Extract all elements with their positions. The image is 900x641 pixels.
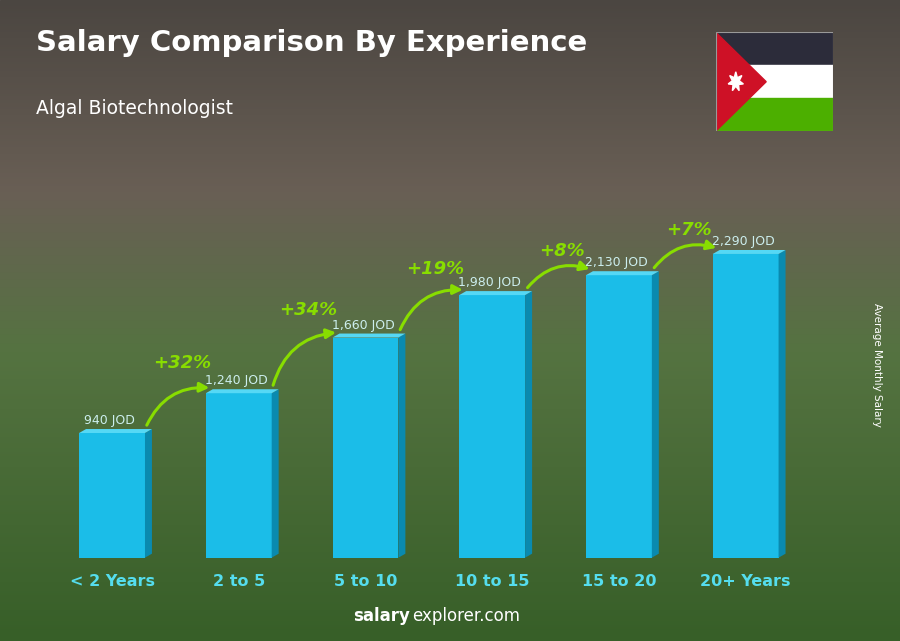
Polygon shape (652, 271, 659, 558)
Polygon shape (525, 291, 532, 558)
Text: +8%: +8% (539, 242, 585, 260)
Text: +32%: +32% (153, 354, 211, 372)
Polygon shape (713, 254, 778, 558)
Polygon shape (399, 333, 405, 558)
Text: 1,980 JOD: 1,980 JOD (458, 276, 521, 289)
Text: Algal Biotechnologist: Algal Biotechnologist (36, 99, 233, 119)
Polygon shape (272, 389, 279, 558)
Text: 940 JOD: 940 JOD (84, 414, 135, 427)
Text: salary: salary (353, 607, 410, 625)
Polygon shape (728, 72, 743, 90)
Text: explorer.com: explorer.com (412, 607, 520, 625)
Polygon shape (206, 389, 279, 393)
Text: +19%: +19% (406, 260, 464, 278)
Polygon shape (332, 338, 399, 558)
Polygon shape (332, 333, 405, 338)
Polygon shape (586, 275, 652, 558)
Text: 2,290 JOD: 2,290 JOD (712, 235, 775, 248)
Polygon shape (145, 429, 152, 558)
Polygon shape (713, 250, 786, 254)
Text: 1,660 JOD: 1,660 JOD (331, 319, 394, 331)
Text: Average Monthly Salary: Average Monthly Salary (872, 303, 883, 428)
Polygon shape (459, 291, 532, 295)
Bar (716, 65, 832, 98)
Bar (716, 32, 832, 65)
Text: Salary Comparison By Experience: Salary Comparison By Experience (36, 29, 587, 57)
Text: +7%: +7% (666, 221, 711, 239)
Text: 2,130 JOD: 2,130 JOD (585, 256, 648, 269)
Bar (716, 98, 832, 131)
Polygon shape (459, 295, 525, 558)
Text: +34%: +34% (279, 301, 338, 319)
Polygon shape (79, 429, 152, 433)
Text: 1,240 JOD: 1,240 JOD (205, 374, 267, 387)
Polygon shape (716, 32, 766, 131)
Polygon shape (79, 433, 145, 558)
Polygon shape (206, 393, 272, 558)
Polygon shape (586, 271, 659, 275)
Polygon shape (778, 250, 786, 558)
